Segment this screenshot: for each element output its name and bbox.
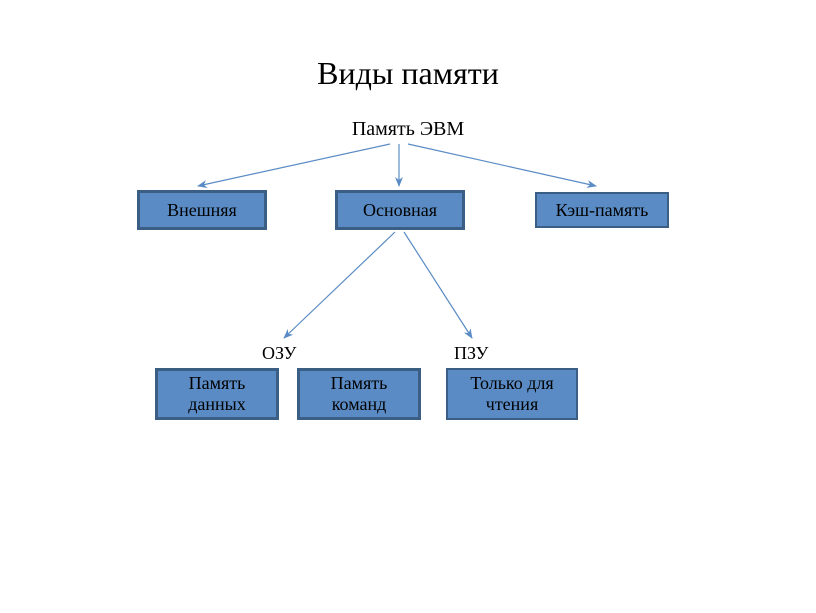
root-label: Память ЭВМ [0, 118, 816, 141]
sub-label-pzu: ПЗУ [454, 343, 488, 364]
node-cache: Кэш-память [535, 192, 669, 228]
node-label: Основная [363, 200, 437, 221]
node-data-mem: Памятьданных [155, 368, 279, 420]
node-label: Внешняя [167, 200, 237, 221]
node-label: Памятькоманд [331, 373, 388, 414]
node-readonly: Только длячтения [446, 368, 578, 420]
node-label: Памятьданных [188, 373, 246, 414]
node-main: Основная [335, 190, 465, 230]
node-label: Кэш-память [556, 200, 649, 221]
node-cmd-mem: Памятькоманд [297, 368, 421, 420]
node-external: Внешняя [137, 190, 267, 230]
diagram-title: Виды памяти [0, 55, 816, 92]
sub-label-ozu: ОЗУ [262, 343, 296, 364]
node-label: Только длячтения [470, 373, 553, 414]
